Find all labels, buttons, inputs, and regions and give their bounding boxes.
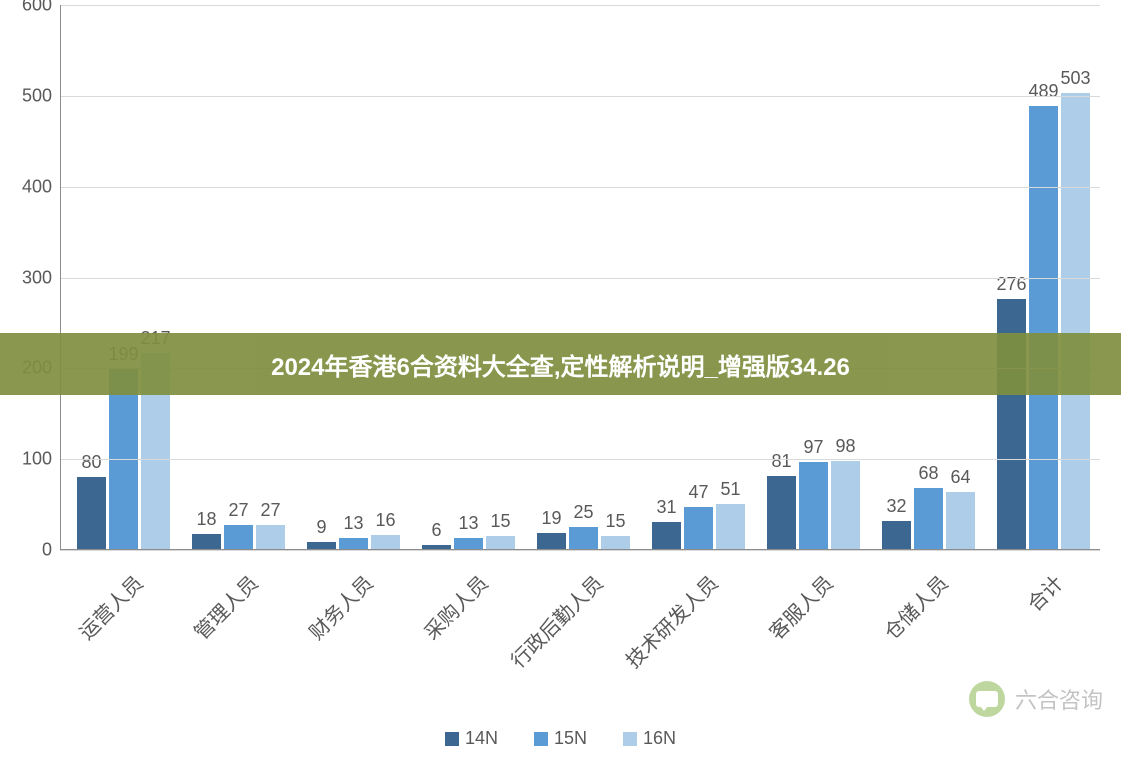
x-axis-line [60,549,1100,550]
bar-value-label: 47 [688,482,708,503]
bar-value-label: 489 [1028,81,1058,102]
gridline [60,278,1100,279]
x-category-label: 技术研发人员 [618,568,723,673]
legend-item: 15N [534,728,587,749]
x-category-label: 客服人员 [761,568,838,645]
bar [486,536,515,550]
bar-value-label: 16 [375,510,395,531]
bar [882,521,911,550]
bar-value-label: 27 [260,500,280,521]
bar [371,535,400,550]
bar-value-label: 64 [950,467,970,488]
bar-value-label: 27 [228,500,248,521]
bar-value-label: 13 [343,513,363,534]
y-axis-line [60,5,61,550]
bar [601,536,630,550]
legend-swatch [623,732,637,746]
bar [652,522,681,550]
x-category-label: 行政后勤人员 [503,568,608,673]
bar [799,462,828,550]
x-category-label: 管理人员 [186,568,263,645]
bar-value-label: 6 [431,520,441,541]
bar [684,507,713,550]
bar-value-label: 97 [803,437,823,458]
bar-value-label: 9 [316,517,326,538]
gridline [60,459,1100,460]
bar-value-label: 51 [720,479,740,500]
x-category-label: 合计 [1019,568,1068,617]
legend-item: 14N [445,728,498,749]
bar [224,525,253,550]
bar-value-label: 80 [81,452,101,473]
x-category-label: 运营人员 [71,568,148,645]
watermark-text: 六合咨询 [1015,683,1103,715]
bar [914,488,943,550]
y-tick-label: 0 [42,540,52,561]
legend-swatch [445,732,459,746]
bar [831,461,860,550]
bar [537,533,566,550]
legend: 14N 15N 16N [10,728,1111,749]
legend-label: 16N [643,728,676,748]
bar [77,477,106,550]
watermark: 六合咨询 [969,681,1103,717]
legend-swatch [534,732,548,746]
bar-value-label: 31 [656,497,676,518]
bar-value-label: 81 [771,451,791,472]
bar-value-label: 98 [835,436,855,457]
bar-value-label: 13 [458,513,478,534]
gridline [60,5,1100,6]
bar [767,476,796,550]
legend-item: 16N [623,728,676,749]
bar-value-label: 18 [196,509,216,530]
gridline [60,550,1100,551]
bar [1029,106,1058,550]
y-tick-label: 300 [22,267,52,288]
y-axis: 0100200300400500600 [10,5,60,550]
overlay-banner-text: 2024年香港6合资料大全查,定性解析说明_增强版34.26 [271,347,850,382]
y-tick-label: 600 [22,0,52,16]
bar-value-label: 25 [573,502,593,523]
bar [256,525,285,550]
wechat-icon [969,681,1005,717]
x-category-label: 财务人员 [301,568,378,645]
x-category-label: 仓储人员 [876,568,953,645]
bar [1061,93,1090,550]
gridline [60,187,1100,188]
bar [569,527,598,550]
legend-label: 15N [554,728,587,748]
bar-value-label: 15 [605,511,625,532]
bar-value-label: 503 [1060,68,1090,89]
bar [192,534,221,550]
bar-value-label: 32 [886,496,906,517]
legend-label: 14N [465,728,498,748]
bar-value-label: 19 [541,508,561,529]
y-tick-label: 500 [22,85,52,106]
bar [716,504,745,550]
bar [946,492,975,550]
bar-value-label: 15 [490,511,510,532]
overlay-banner: 2024年香港6合资料大全查,定性解析说明_增强版34.26 [0,333,1121,395]
x-category-label: 采购人员 [416,568,493,645]
y-tick-label: 400 [22,176,52,197]
plot-area: 8019921718272791316613151925153147518197… [60,5,1100,550]
gridline [60,96,1100,97]
x-axis-labels: 运营人员管理人员财务人员采购人员行政后勤人员技术研发人员客服人员仓储人员 合计 [60,562,1100,682]
y-tick-label: 100 [22,449,52,470]
bar-value-label: 68 [918,463,938,484]
